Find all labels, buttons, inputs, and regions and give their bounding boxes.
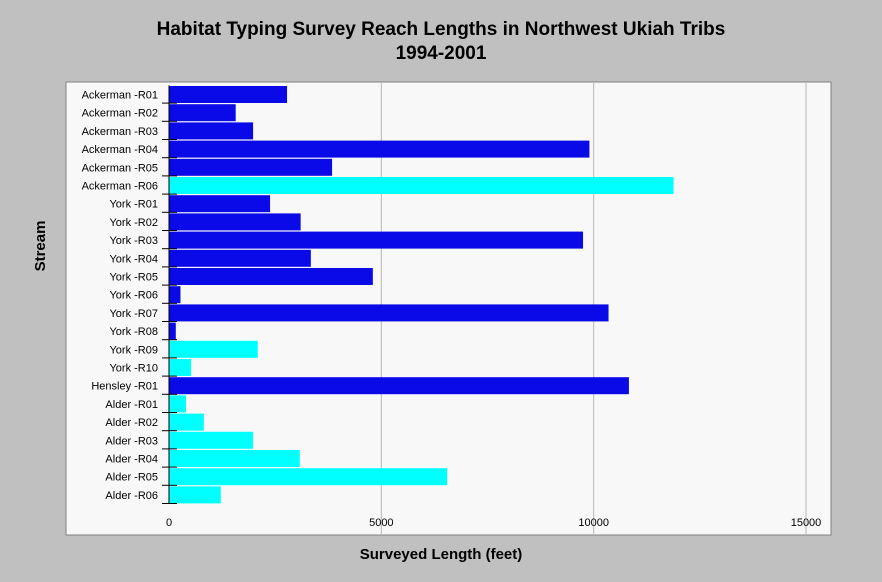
bar [169, 304, 609, 322]
bar [169, 86, 288, 103]
y-tick-label: York -R09 [109, 344, 158, 356]
bar [169, 122, 254, 140]
y-tick-label: Ackerman -R06 [82, 181, 158, 193]
bar [169, 340, 258, 358]
y-tick-label: York -R03 [109, 235, 158, 247]
y-tick-label: Alder -R04 [105, 454, 158, 466]
bar [169, 395, 186, 413]
bar [169, 140, 590, 158]
bar [169, 413, 204, 431]
y-tick-label: Alder -R05 [105, 472, 158, 484]
y-tick-labels: Ackerman -R01 Ackerman -R02 Ackerman -R03 A… [82, 85, 177, 504]
y-tick-label: Alder -R03 [105, 435, 158, 447]
bar [169, 158, 333, 176]
bars [169, 86, 674, 504]
y-tick-label: York -R08 [109, 326, 158, 338]
bar [169, 268, 373, 285]
y-tick-label: Hensley -R01 [91, 381, 158, 393]
y-tick-label: Ackerman -R04 [82, 144, 158, 156]
chart-title-block: Habitat Typing Survey Reach Lengths in N… [0, 18, 882, 66]
chart-title: Habitat Typing Survey Reach Lengths in N… [156, 19, 726, 40]
y-tick-label: York -R02 [109, 217, 158, 229]
bar [169, 468, 448, 486]
x-tick-label: 5000 [369, 517, 393, 529]
y-tick-label: York -R01 [109, 199, 158, 211]
bar [169, 231, 584, 249]
bar [169, 249, 311, 267]
bar [169, 213, 301, 231]
x-tick-labels: 0 5000 10000 15000 [166, 517, 821, 529]
bar [169, 322, 176, 340]
y-tick-label: Ackerman -R02 [82, 108, 158, 120]
y-tick-label: Alder -R01 [105, 399, 158, 411]
bar [169, 359, 192, 376]
bar [169, 431, 254, 449]
x-tick-label: 15000 [791, 517, 822, 529]
bar [169, 195, 271, 213]
y-tick-label: Alder -R06 [105, 490, 158, 502]
y-axis-title: Stream [32, 221, 49, 272]
bar [169, 286, 181, 304]
bar [169, 104, 236, 122]
bar [169, 450, 300, 467]
y-tick-label: Ackerman -R01 [82, 90, 158, 102]
y-tick-label: Ackerman -R03 [82, 126, 158, 138]
y-tick-label: York -R04 [109, 253, 158, 265]
y-tick-label: Alder -R02 [105, 417, 158, 429]
y-tick-label: York -R06 [109, 290, 158, 302]
x-tick-label: 10000 [578, 517, 609, 529]
bar [169, 486, 221, 504]
chart-subtitle: 1994-2001 [395, 43, 487, 64]
y-tick-label: York -R10 [109, 363, 158, 375]
bar [169, 177, 674, 194]
y-tick-label: York -R07 [109, 308, 158, 320]
bar [169, 377, 629, 395]
y-tick-label: Ackerman -R05 [82, 162, 158, 174]
x-tick-label: 0 [166, 517, 172, 529]
y-tick-label: York -R05 [109, 272, 158, 284]
x-axis-title: Surveyed Length (feet) [360, 546, 523, 563]
